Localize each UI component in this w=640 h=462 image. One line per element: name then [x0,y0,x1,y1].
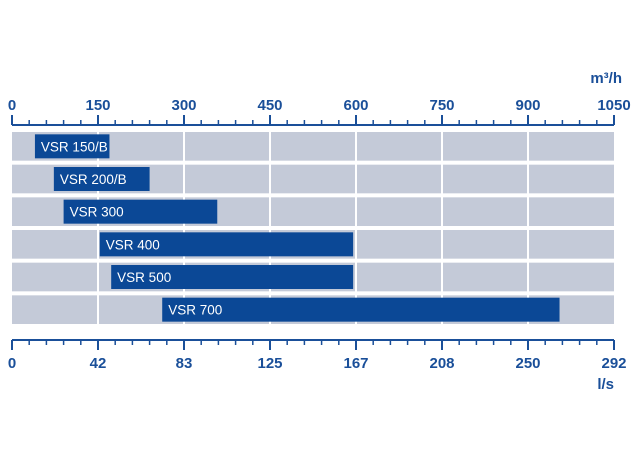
bar-label: VSR 500 [117,270,171,285]
bottom-axis-tick-label: 0 [8,355,16,372]
bar-label: VSR 700 [168,303,222,318]
bar-label: VSR 400 [106,237,160,252]
bottom-axis-tick-label: 250 [515,355,540,372]
bar [63,199,218,224]
top-axis-tick-label: 750 [429,97,454,114]
bottom-axis: 0 42 83 125 167 208 250 292 [8,339,627,372]
bottom-axis-tick-label: 208 [429,355,454,372]
top-axis-tick-label: 450 [257,97,282,114]
top-axis-tick-label: 900 [515,97,540,114]
bottom-axis-tick-label: 42 [90,355,107,372]
bar [99,232,354,257]
top-axis-unit: m³/h [590,70,622,87]
top-axis: 0 150 300 450 600 750 900 1050 [8,97,631,126]
bar-label: VSR 200/B [60,172,127,187]
bottom-axis-tick-label: 125 [257,355,282,372]
top-axis-tick-label: 0 [8,97,16,114]
bar [34,134,110,159]
row-bands [12,132,614,324]
top-axis-tick-label: 300 [171,97,196,114]
bottom-axis-tick-label: 292 [601,355,626,372]
bar [53,167,150,191]
top-axis-tick-label: 1050 [597,97,630,114]
row-band [12,132,614,161]
grid-lines [97,132,529,324]
bottom-axis-unit: l/s [597,376,614,393]
bars: VSR 150/B VSR 200/B VSR 300 VSR 400 VSR 500 V… [34,134,560,322]
bar-label: VSR 150/B [41,139,108,154]
bar [111,265,354,289]
bar-label: VSR 300 [70,205,124,220]
bottom-axis-tick-label: 83 [176,355,193,372]
bottom-axis-tick-label: 167 [343,355,368,372]
bar [162,297,560,322]
top-axis-tick-label: 150 [85,97,110,114]
top-axis-tick-label: 600 [343,97,368,114]
